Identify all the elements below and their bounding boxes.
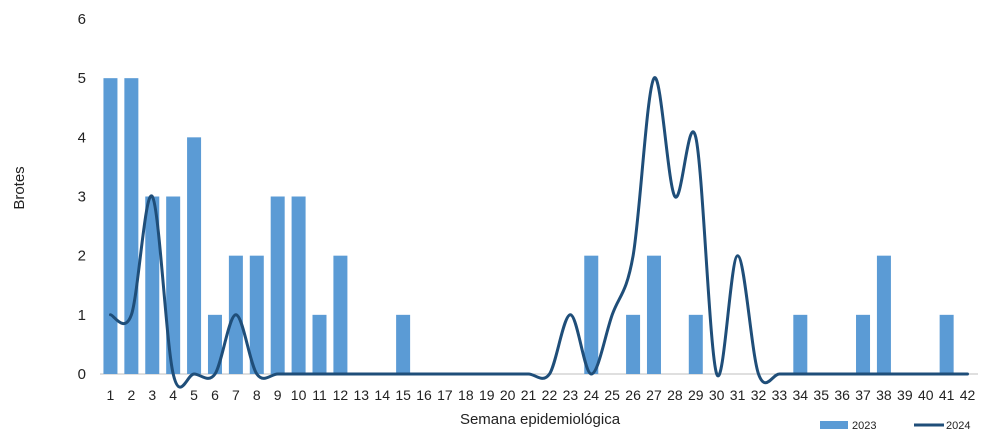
x-tick-label: 32 xyxy=(751,387,767,403)
y-tick-label: 5 xyxy=(78,70,86,87)
x-axis-title: Semana epidemiológica xyxy=(460,411,621,428)
bar-2023-week-38 xyxy=(876,255,891,374)
x-tick-label: 22 xyxy=(542,387,558,403)
x-tick-label: 29 xyxy=(688,387,704,403)
x-tick-label: 21 xyxy=(521,387,537,403)
bar-2023-week-6 xyxy=(207,314,222,374)
x-tick-label: 39 xyxy=(897,387,913,403)
x-tick-label: 27 xyxy=(646,387,662,403)
x-tick-label: 26 xyxy=(625,387,641,403)
x-tick-label: 8 xyxy=(253,387,261,403)
x-tick-label: 25 xyxy=(604,387,620,403)
bar-2023-week-2 xyxy=(124,78,139,375)
x-tick-label: 31 xyxy=(730,387,746,403)
bar-2023-week-24 xyxy=(584,255,599,374)
x-tick-label: 4 xyxy=(169,387,177,403)
x-tick-label: 37 xyxy=(855,387,871,403)
bar-2023-week-27 xyxy=(646,255,661,374)
x-tick-label: 23 xyxy=(563,387,579,403)
bar-2023-week-37 xyxy=(856,314,871,374)
x-tick-label: 16 xyxy=(416,387,432,403)
bar-2023-week-34 xyxy=(793,314,808,374)
x-tick-label: 5 xyxy=(190,387,198,403)
x-tick-label: 10 xyxy=(291,387,307,403)
x-tick-label: 42 xyxy=(960,387,976,403)
x-tick-label: 20 xyxy=(500,387,516,403)
x-axis-ticks: 1 2 3 4 5 6 7 8 9 10 11 12 13 14 15 16 17 18 19 20 21 22 23 24 2… xyxy=(107,387,976,403)
x-tick-label: 28 xyxy=(667,387,683,403)
x-tick-label: 35 xyxy=(813,387,829,403)
x-tick-label: 30 xyxy=(709,387,725,403)
y-tick-label: 6 xyxy=(78,11,86,28)
bar-2023-week-15 xyxy=(396,314,411,374)
series-line-2024 xyxy=(109,76,969,389)
bar-2023-week-12 xyxy=(333,255,348,374)
legend-label-2024: 2024 xyxy=(946,420,970,430)
x-tick-label: 38 xyxy=(876,387,892,403)
bar-2023-week-3 xyxy=(145,196,160,374)
bar-2023-week-41 xyxy=(939,314,954,374)
x-tick-label: 6 xyxy=(211,387,219,403)
bar-2023-week-4 xyxy=(166,196,181,374)
x-tick-label: 17 xyxy=(437,387,453,403)
y-tick-label: 2 xyxy=(78,248,86,265)
bar-2023-week-8 xyxy=(249,255,264,374)
y-tick-label: 0 xyxy=(78,366,86,383)
x-tick-label: 19 xyxy=(479,387,495,403)
x-tick-label: 34 xyxy=(793,387,809,403)
bar-2023-week-11 xyxy=(312,314,327,374)
x-tick-label: 3 xyxy=(148,387,156,403)
x-tick-label: 33 xyxy=(772,387,788,403)
y-tick-label: 3 xyxy=(78,189,86,206)
y-tick-label: 1 xyxy=(78,307,86,324)
x-tick-label: 12 xyxy=(333,387,349,403)
bar-2023-week-5 xyxy=(187,137,202,374)
legend: 2023 2024 xyxy=(820,420,970,430)
bar-2023-week-1 xyxy=(103,78,118,375)
y-tick-label: 4 xyxy=(78,129,86,146)
x-tick-label: 40 xyxy=(918,387,934,403)
y-axis-ticks: 0 1 2 3 4 5 6 xyxy=(78,11,86,383)
x-tick-label: 2 xyxy=(127,387,135,403)
x-tick-label: 13 xyxy=(354,387,370,403)
bars-2023 xyxy=(103,78,954,375)
bar-2023-week-9 xyxy=(270,196,285,374)
x-tick-label: 36 xyxy=(834,387,850,403)
x-tick-label: 7 xyxy=(232,387,240,403)
bar-2023-week-29 xyxy=(688,314,703,374)
legend-swatch-2023 xyxy=(820,421,848,429)
x-tick-label: 1 xyxy=(107,387,115,403)
x-tick-label: 18 xyxy=(458,387,474,403)
x-tick-label: 11 xyxy=(312,387,327,403)
bar-2023-week-26 xyxy=(626,314,641,374)
x-tick-label: 14 xyxy=(374,387,390,403)
y-axis-title: Brotes xyxy=(11,166,28,209)
x-tick-label: 15 xyxy=(395,387,411,403)
x-tick-label: 9 xyxy=(274,387,282,403)
x-tick-label: 41 xyxy=(939,387,955,403)
x-tick-label: 24 xyxy=(583,387,599,403)
bar-2023-week-10 xyxy=(291,196,306,374)
legend-label-2023: 2023 xyxy=(852,420,876,430)
